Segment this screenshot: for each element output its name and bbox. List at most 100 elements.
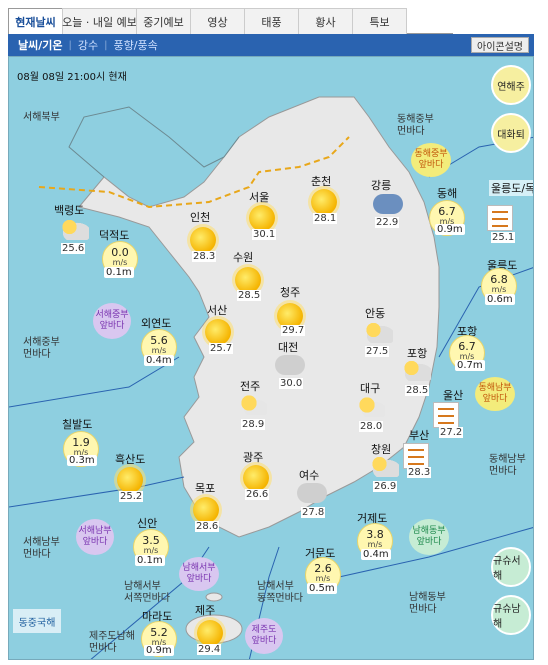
wave-height: 0.1m — [104, 267, 134, 278]
haze-icon — [403, 443, 429, 469]
city-label: 대구 — [360, 382, 381, 395]
region-button-east-china-sea[interactable]: 동중국해 — [13, 609, 61, 633]
buoy-label: 포항 — [457, 325, 478, 338]
wave-height: 0.7m — [455, 360, 485, 371]
sun-icon — [117, 467, 143, 493]
city-label: 창원 — [371, 443, 392, 456]
temperature: 25.2 — [119, 491, 144, 502]
icon-legend-button[interactable]: 아이콘설명 — [471, 37, 529, 53]
temperature: 26.6 — [245, 489, 270, 500]
subtab-wind[interactable]: 풍향/풍속 — [113, 39, 158, 52]
temperature: 28.3 — [407, 467, 432, 478]
subtab-separator: | — [68, 39, 72, 51]
tab-video[interactable]: 영상 — [190, 8, 245, 34]
temperature: 25.1 — [491, 232, 516, 243]
wind-unit: m/s — [439, 217, 455, 226]
city-label: 목포 — [195, 482, 216, 495]
sun-icon — [243, 465, 269, 491]
wind-unit: m/s — [151, 638, 167, 647]
zone-label: 서해북부 — [23, 112, 60, 123]
partly-sunny-icon — [355, 397, 385, 417]
city-label: 광주 — [243, 451, 264, 464]
temperature: 28.6 — [195, 521, 220, 532]
region-button-primorsky[interactable]: 연해주 — [491, 65, 531, 105]
wind-unit: m/s — [459, 352, 475, 361]
wave-height: 0.9m — [144, 645, 174, 656]
wind-speed: 5.6 — [150, 334, 168, 347]
zone-label: 남해서부 동쪽먼바다 — [257, 581, 303, 604]
temperature: 28.3 — [192, 251, 217, 262]
tab-yellow-dust[interactable]: 황사 — [298, 8, 353, 34]
city-label: 울산 — [443, 389, 464, 402]
wave-height: 0.4m — [361, 549, 391, 560]
tab-today-tomorrow[interactable]: 오늘 · 내일 예보 — [62, 8, 137, 34]
subtab-separator: | — [104, 39, 108, 51]
temperature: 30.1 — [252, 229, 277, 240]
sun-icon — [190, 227, 216, 253]
zone-bubble[interactable]: 서해남부 앞바다 — [76, 519, 114, 555]
tab-warning[interactable]: 특보 — [352, 8, 407, 34]
tab-current-weather[interactable]: 현재날씨 — [8, 8, 63, 35]
region-button-yamato-bank[interactable]: 대화퇴 — [491, 113, 531, 153]
sub-tab-bar: 날씨/기온 | 강수 | 풍향/풍속 아이콘설명 — [8, 34, 534, 56]
temperature: 22.9 — [375, 217, 400, 228]
wind-speed: 2.6 — [314, 562, 332, 575]
buoy-label: 동해 — [437, 187, 458, 200]
partly-cloudy-icon — [369, 457, 399, 477]
wind-unit: m/s — [73, 448, 89, 457]
city-label: 서울 — [249, 191, 270, 204]
city-label: 여수 — [299, 469, 320, 482]
wind-speed: 3.8 — [366, 528, 384, 541]
zone-bubble[interactable]: 제주도 앞바다 — [245, 618, 283, 654]
zone-bubble[interactable]: 남해동부 앞바다 — [409, 519, 449, 555]
wind-unit: m/s — [367, 540, 383, 549]
zone-bubble[interactable]: 동해중부 앞바다 — [411, 143, 451, 177]
buoy-label: 덕적도 — [99, 229, 130, 242]
region-button-kyushu-south[interactable]: 규슈남해 — [491, 595, 531, 635]
temperature: 27.8 — [301, 507, 326, 518]
wind-speed: 5.2 — [150, 626, 168, 639]
city-label: 포항 — [407, 347, 428, 360]
subtab-precip[interactable]: 강수 — [77, 39, 99, 52]
zone-bubble[interactable]: 동해남부 앞바다 — [475, 377, 515, 411]
temperature: 28.5 — [405, 385, 430, 396]
temperature: 26.9 — [373, 481, 398, 492]
wind-speed: 6.8 — [490, 273, 508, 286]
zone-label: 남해동부 먼바다 — [409, 592, 446, 615]
region-button-kyushu-west[interactable]: 규슈서해 — [491, 547, 531, 587]
buoy-label: 신안 — [137, 517, 158, 530]
temperature: 28.9 — [241, 419, 266, 430]
observation-timestamp: 08월 08일 21:00시 현재 — [17, 72, 127, 83]
wind-speed: 0.0 — [111, 246, 129, 259]
wave-height: 0.9m — [435, 224, 465, 235]
sun-icon — [197, 620, 223, 646]
zone-label: 서해남부 먼바다 — [23, 537, 60, 560]
buoy-label: 칠발도 — [62, 418, 93, 431]
subtab-weather-temp[interactable]: 날씨/기온 — [18, 39, 63, 52]
zone-label: 제주도남해 먼바다 — [89, 631, 135, 654]
wind-unit: m/s — [315, 574, 331, 583]
zone-bubble[interactable]: 서해중부 앞바다 — [93, 303, 131, 339]
sun-icon — [193, 497, 219, 523]
temperature: 25.7 — [209, 343, 234, 354]
zone-label: 남해서부 서쪽먼바다 — [124, 581, 170, 604]
city-label: 수원 — [233, 251, 254, 264]
city-label: 대전 — [278, 341, 299, 354]
wave-height: 0.4m — [144, 355, 174, 366]
sun-icon — [235, 267, 261, 293]
zone-bubble[interactable]: 남해서부 앞바다 — [179, 557, 219, 591]
tab-typhoon[interactable]: 태풍 — [244, 8, 299, 34]
tab-midterm[interactable]: 중기예보 — [136, 8, 191, 34]
haze-icon — [433, 402, 459, 428]
wind-unit: m/s — [491, 285, 507, 294]
wind-unit: m/s — [143, 546, 159, 555]
wave-height: 0.6m — [485, 294, 515, 305]
buoy-label: 외연도 — [141, 317, 172, 330]
city-label: 흑산도 — [115, 453, 146, 466]
weather-map: 08월 08일 21:00시 현재 서해북부 서해중부 먼바다 서해남부 먼바다… — [8, 56, 534, 660]
wind-unit: m/s — [151, 346, 167, 355]
wave-height: 0.1m — [135, 555, 165, 566]
city-label: 인천 — [190, 211, 211, 224]
wind-speed: 6.7 — [438, 205, 456, 218]
sun-icon — [249, 205, 275, 231]
